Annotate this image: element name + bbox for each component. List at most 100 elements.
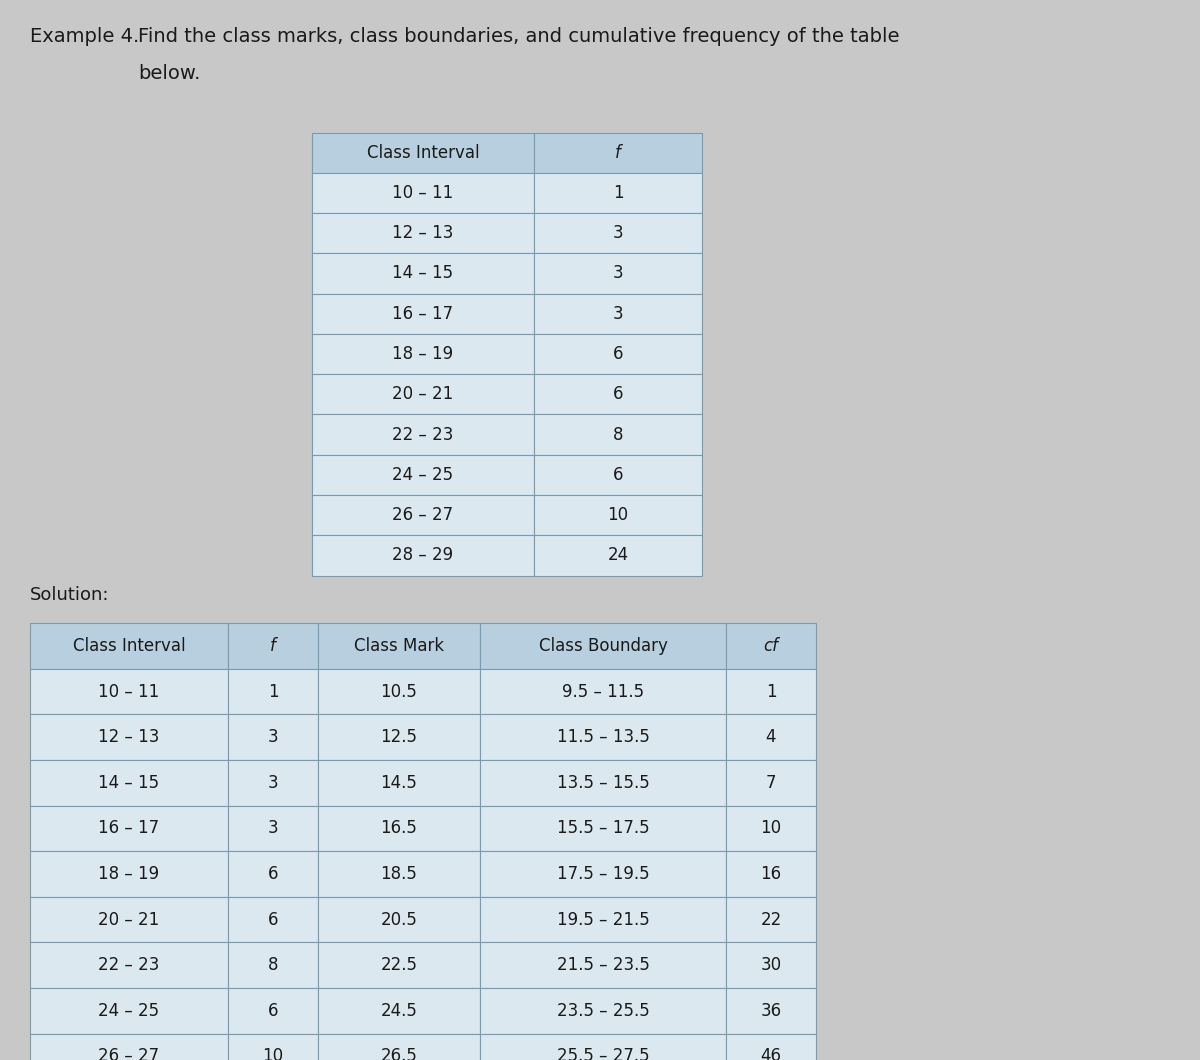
Text: Class Mark: Class Mark bbox=[354, 637, 444, 655]
Text: 3: 3 bbox=[268, 774, 278, 792]
Bar bbox=[30, 760, 228, 806]
Text: 22: 22 bbox=[761, 911, 781, 929]
Text: 11.5 – 13.5: 11.5 – 13.5 bbox=[557, 728, 649, 746]
Bar bbox=[318, 669, 480, 714]
Text: 20 – 21: 20 – 21 bbox=[98, 911, 160, 929]
Bar bbox=[726, 714, 816, 760]
Text: 24 – 25: 24 – 25 bbox=[98, 1002, 160, 1020]
Text: 46: 46 bbox=[761, 1047, 781, 1060]
Text: 12 – 13: 12 – 13 bbox=[392, 225, 454, 242]
Bar bbox=[312, 173, 534, 213]
Text: 6: 6 bbox=[268, 911, 278, 929]
Text: 22 – 23: 22 – 23 bbox=[98, 956, 160, 974]
Text: 1: 1 bbox=[268, 683, 278, 701]
Text: 18.5: 18.5 bbox=[380, 865, 418, 883]
Bar bbox=[30, 942, 228, 988]
Bar bbox=[228, 760, 318, 806]
Text: 14.5: 14.5 bbox=[380, 774, 418, 792]
Bar bbox=[534, 535, 702, 576]
Bar bbox=[534, 132, 702, 173]
Text: 1: 1 bbox=[766, 683, 776, 701]
Bar bbox=[312, 334, 534, 374]
Text: 10 – 11: 10 – 11 bbox=[392, 184, 454, 201]
Bar bbox=[228, 851, 318, 897]
Text: 10 – 11: 10 – 11 bbox=[98, 683, 160, 701]
Text: 15.5 – 17.5: 15.5 – 17.5 bbox=[557, 819, 649, 837]
Text: 12 – 13: 12 – 13 bbox=[98, 728, 160, 746]
Bar bbox=[726, 1034, 816, 1060]
Text: 24.5: 24.5 bbox=[380, 1002, 418, 1020]
Text: 21.5 – 23.5: 21.5 – 23.5 bbox=[557, 956, 649, 974]
Bar bbox=[480, 669, 726, 714]
Bar bbox=[480, 714, 726, 760]
Text: Find the class marks, class boundaries, and cumulative frequency of the table: Find the class marks, class boundaries, … bbox=[138, 26, 900, 46]
Text: 8: 8 bbox=[268, 956, 278, 974]
Bar bbox=[318, 851, 480, 897]
Text: 24: 24 bbox=[607, 547, 629, 564]
Bar bbox=[318, 623, 480, 669]
Text: Class Interval: Class Interval bbox=[367, 144, 479, 161]
Text: 14 – 15: 14 – 15 bbox=[392, 265, 454, 282]
Bar bbox=[480, 623, 726, 669]
Text: cf: cf bbox=[763, 637, 779, 655]
Bar bbox=[30, 623, 228, 669]
Bar bbox=[30, 988, 228, 1034]
Bar bbox=[726, 942, 816, 988]
Bar bbox=[30, 669, 228, 714]
Bar bbox=[30, 714, 228, 760]
Text: 10: 10 bbox=[263, 1047, 283, 1060]
Text: Example 4.: Example 4. bbox=[30, 26, 139, 46]
Text: 16.5: 16.5 bbox=[380, 819, 418, 837]
Bar bbox=[534, 334, 702, 374]
Bar bbox=[726, 897, 816, 942]
Text: 16 – 17: 16 – 17 bbox=[98, 819, 160, 837]
Text: 3: 3 bbox=[268, 728, 278, 746]
Text: 23.5 – 25.5: 23.5 – 25.5 bbox=[557, 1002, 649, 1020]
Bar bbox=[30, 806, 228, 851]
Bar bbox=[480, 942, 726, 988]
Bar bbox=[228, 942, 318, 988]
Bar bbox=[318, 714, 480, 760]
Bar bbox=[534, 455, 702, 495]
Text: 10.5: 10.5 bbox=[380, 683, 418, 701]
Bar bbox=[534, 253, 702, 294]
Bar bbox=[534, 414, 702, 455]
Text: 9.5 – 11.5: 9.5 – 11.5 bbox=[562, 683, 644, 701]
Text: 4: 4 bbox=[766, 728, 776, 746]
Bar bbox=[228, 806, 318, 851]
Text: 24 – 25: 24 – 25 bbox=[392, 466, 454, 483]
Bar bbox=[726, 806, 816, 851]
Bar bbox=[30, 1034, 228, 1060]
Bar bbox=[480, 851, 726, 897]
Bar bbox=[480, 760, 726, 806]
Bar bbox=[534, 495, 702, 535]
Text: 20.5: 20.5 bbox=[380, 911, 418, 929]
Text: 10: 10 bbox=[761, 819, 781, 837]
Text: 19.5 – 21.5: 19.5 – 21.5 bbox=[557, 911, 649, 929]
Text: 14 – 15: 14 – 15 bbox=[98, 774, 160, 792]
Bar bbox=[312, 374, 534, 414]
Text: 6: 6 bbox=[268, 865, 278, 883]
Text: 18 – 19: 18 – 19 bbox=[392, 346, 454, 363]
Text: 26.5: 26.5 bbox=[380, 1047, 418, 1060]
Bar bbox=[726, 669, 816, 714]
Text: 6: 6 bbox=[613, 386, 623, 403]
Bar bbox=[30, 897, 228, 942]
Text: 3: 3 bbox=[268, 819, 278, 837]
Text: 6: 6 bbox=[268, 1002, 278, 1020]
Text: 1: 1 bbox=[613, 184, 623, 201]
Bar bbox=[318, 806, 480, 851]
Text: 22.5: 22.5 bbox=[380, 956, 418, 974]
Text: 6: 6 bbox=[613, 466, 623, 483]
Bar bbox=[312, 294, 534, 334]
Text: 3: 3 bbox=[613, 265, 623, 282]
Bar bbox=[480, 897, 726, 942]
Bar bbox=[228, 669, 318, 714]
Text: f: f bbox=[616, 144, 620, 161]
Text: 22 – 23: 22 – 23 bbox=[392, 426, 454, 443]
Text: Solution:: Solution: bbox=[30, 586, 109, 604]
Text: 17.5 – 19.5: 17.5 – 19.5 bbox=[557, 865, 649, 883]
Bar bbox=[534, 173, 702, 213]
Text: 16 – 17: 16 – 17 bbox=[392, 305, 454, 322]
Text: 6: 6 bbox=[613, 346, 623, 363]
